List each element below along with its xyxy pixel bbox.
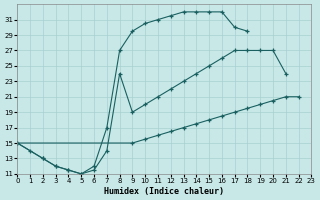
X-axis label: Humidex (Indice chaleur): Humidex (Indice chaleur) [104, 187, 224, 196]
